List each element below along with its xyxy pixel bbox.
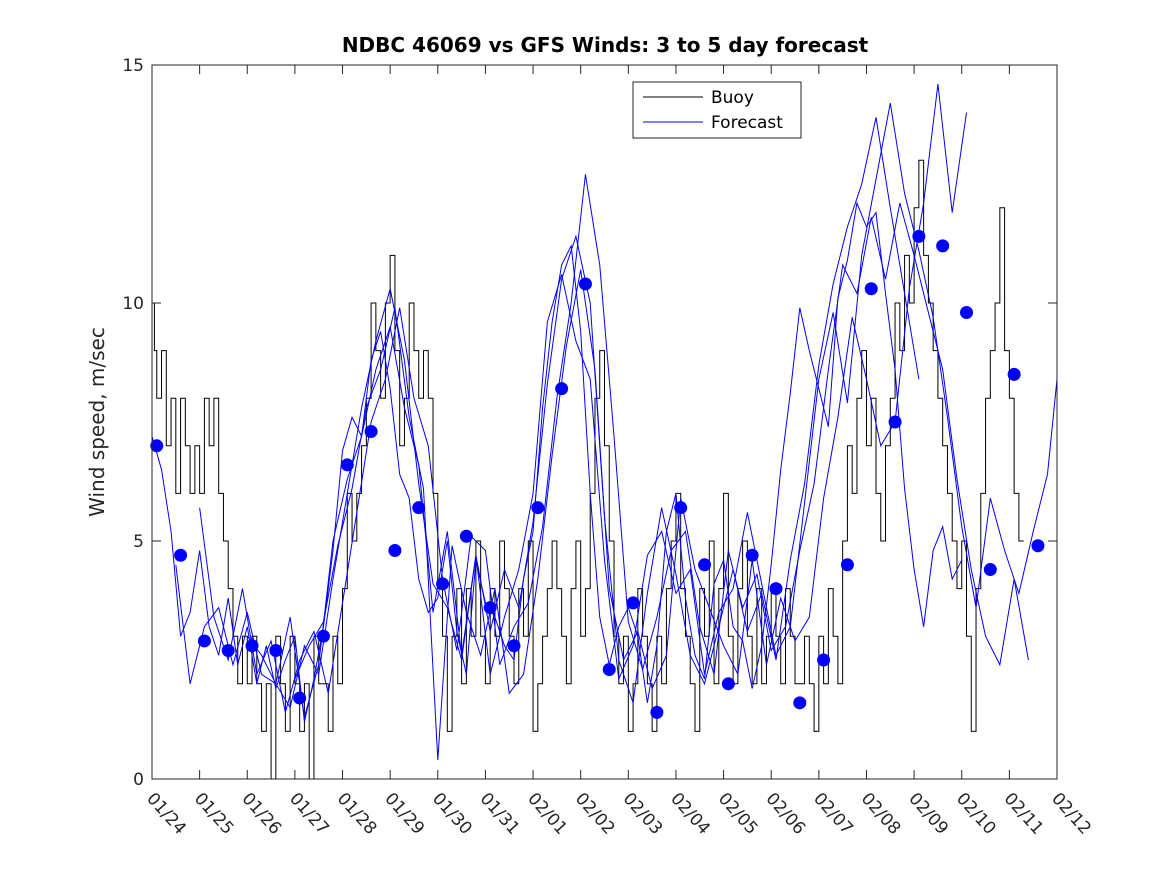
forecast-point: [555, 382, 569, 396]
forecast-point: [936, 239, 950, 253]
forecast-point: [602, 663, 616, 677]
forecast-series-line-1: [151, 201, 963, 722]
forecast-point: [245, 639, 259, 653]
forecast-point: [912, 229, 926, 243]
forecast-point: [197, 634, 211, 648]
forecast-point: [174, 548, 188, 562]
forecast-point: [840, 558, 854, 572]
forecast-point: [626, 596, 640, 610]
forecast-point: [436, 577, 450, 591]
forecast-series-line-4: [246, 102, 1058, 718]
plot-frame: [151, 64, 1058, 780]
forecast-point: [150, 439, 164, 453]
forecast-point: [864, 282, 878, 296]
buoy-series-line: [152, 159, 1024, 780]
forecast-point: [340, 458, 354, 472]
forecast-series-line-5: [294, 83, 967, 760]
forecast-point: [293, 691, 307, 705]
legend-label-buoy: Buoy: [711, 88, 754, 108]
forecast-point: [745, 548, 759, 562]
forecast-point: [459, 529, 473, 543]
forecast-point: [412, 501, 426, 515]
forecast-point: [817, 653, 831, 667]
forecast-point: [650, 705, 664, 719]
y-tick-label: 10: [122, 294, 144, 314]
chart-title: NDBC 46069 vs GFS Winds: 3 to 5 day fore…: [342, 33, 869, 57]
series-layer: [151, 83, 1058, 780]
forecast-point: [269, 643, 283, 657]
y-axis-label: Wind speed, m/sec: [85, 327, 109, 517]
forecast-point: [483, 601, 497, 615]
forecast-series-line-3: [199, 174, 1029, 713]
y-tick-label: 0: [133, 770, 144, 790]
legend: Buoy Forecast: [632, 81, 802, 139]
forecast-point: [221, 643, 235, 657]
forecast-point: [507, 639, 521, 653]
forecast-point: [983, 563, 997, 577]
marker-layer: [150, 229, 1045, 719]
forecast-point: [388, 544, 402, 558]
y-tick-label: 5: [133, 532, 144, 552]
forecast-point: [1031, 539, 1045, 553]
forecast-point: [960, 306, 973, 320]
forecast-point: [316, 629, 330, 643]
forecast-point: [793, 696, 807, 710]
legend-box: [632, 81, 802, 139]
forecast-point: [578, 277, 592, 291]
forecast-point: [769, 582, 783, 596]
forecast-point: [721, 677, 735, 691]
legend-label-forecast: Forecast: [711, 113, 783, 133]
forecast-point: [531, 501, 545, 515]
forecast-point: [674, 501, 688, 515]
forecast-point: [1007, 367, 1021, 381]
y-tick-label: 15: [122, 56, 144, 76]
forecast-point: [888, 415, 902, 429]
forecast-point: [698, 558, 712, 572]
forecast-point: [364, 425, 378, 439]
forecast-series-line-2: [175, 117, 920, 709]
